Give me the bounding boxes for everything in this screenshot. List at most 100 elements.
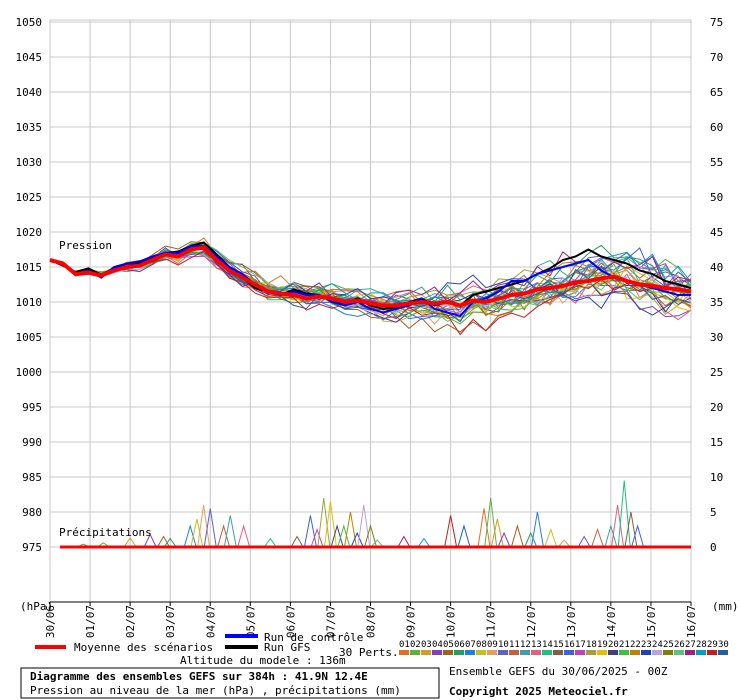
pert-legend-id: 21: [619, 640, 630, 650]
pert-legend-swatch: [454, 650, 464, 655]
precip-spike: [310, 527, 324, 548]
precip-spike: [524, 531, 538, 548]
pert-legend-id: 09: [487, 640, 498, 650]
x-tick-labels: 30/06 01/07 02/07 03/07 04/07 05/07 06/07 07/07…: [44, 605, 698, 638]
y-right-tick-label: 30: [710, 331, 723, 344]
legend-gfs-label: Run GFS: [264, 641, 310, 654]
y-left-tick-label: 980: [22, 506, 42, 519]
precip-spike: [477, 508, 491, 548]
y-right-tick-label: 10: [710, 471, 723, 484]
x-tick-label: 03/07: [164, 605, 177, 638]
pert-legend-swatch: [663, 650, 673, 655]
y-right-tick-label: 25: [710, 366, 723, 379]
mean-series-line: [49, 245, 692, 308]
pert-legend-id: 17: [575, 640, 586, 650]
control-series-line: [49, 245, 691, 318]
x-tick-label: 13/07: [565, 605, 578, 638]
pert-legend-swatch: [630, 650, 640, 655]
pert-legend-swatch: [542, 650, 552, 655]
pert-legend-id: 03: [421, 640, 432, 650]
pert-legend-swatch: [586, 650, 596, 655]
y-right-tick-label: 0: [710, 541, 717, 554]
pert-legend-id: 14: [542, 640, 553, 650]
pert-legend-swatch: [498, 650, 508, 655]
precip-spike: [350, 531, 364, 548]
x-tick-label: 11/07: [485, 605, 498, 638]
precip-spike: [544, 527, 558, 548]
pert-legend-id: 25: [663, 640, 674, 650]
pert-legend-swatch: [410, 650, 420, 655]
precip-spike: [631, 524, 645, 548]
y-right-tick-label: 75: [710, 16, 723, 29]
pert-legend-swatch: [608, 650, 618, 655]
precip-spike: [510, 524, 524, 548]
x-tick-label: 06/07: [284, 605, 297, 638]
precipitation-series: [60, 480, 691, 549]
pert-legend-swatch: [685, 650, 695, 655]
pert-legend-swatch: [476, 650, 486, 655]
pert-legend-id: 01: [399, 640, 410, 650]
y-right-tick-label: 35: [710, 296, 723, 309]
precip-spike: [397, 535, 411, 548]
precip-spike: [497, 531, 511, 548]
y-right-tick-label: 50: [710, 191, 723, 204]
pert-legend-swatch: [443, 650, 453, 655]
precip-spike: [577, 535, 591, 548]
y-left-tick-label: 975: [22, 541, 42, 554]
pert-legend-id: 11: [509, 640, 520, 650]
precip-spike: [323, 501, 337, 548]
pert-legend-swatch: [564, 650, 574, 655]
run-info: Ensemble GEFS du 30/06/2025 - 00Z: [449, 665, 668, 678]
precip-spike: [617, 480, 631, 548]
pressure-label: Pression: [59, 239, 112, 252]
pert-legend-id: 28: [696, 640, 707, 650]
y-left-unit: (hPa): [20, 600, 53, 613]
y-left-tick-label: 995: [22, 401, 42, 414]
precip-label: Précipitations: [59, 526, 152, 539]
pert-legend-id: 24: [652, 640, 663, 650]
y-right-tick-label: 5: [710, 506, 717, 519]
pert-legend-id: 19: [597, 640, 608, 650]
pert-legend-swatch: [531, 650, 541, 655]
precip-spike: [197, 504, 211, 548]
precip-spike: [203, 508, 217, 548]
precip-spike: [303, 515, 317, 548]
pert-legend-id: 20: [608, 640, 619, 650]
y-left-tick-label: 1020: [16, 226, 43, 239]
precip-spike: [143, 533, 157, 548]
y-right-tick-label: 60: [710, 121, 723, 134]
x-tick-label: 10/07: [445, 605, 458, 638]
precip-spike: [604, 524, 618, 548]
pert-legend-id: 26: [674, 640, 685, 650]
perturbation-legend: 01 02 03 04 05 06 07 08 09 10 11 12 13 14 15 16 17 18 19 20…: [399, 640, 729, 655]
pert-legend-id: 18: [586, 640, 597, 650]
precip-spike: [343, 511, 357, 548]
y-left-tick-label: 1040: [16, 86, 43, 99]
pert-legend-id: 16: [564, 640, 575, 650]
pert-legend-id: 23: [641, 640, 652, 650]
x-tick-label: 01/07: [84, 605, 97, 638]
copyright: Copyright 2025 Meteociel.fr: [449, 685, 628, 698]
pert-legend-id: 02: [410, 640, 421, 650]
precip-spike: [624, 511, 638, 548]
x-tick-label: 05/07: [244, 605, 257, 638]
precip-spike: [591, 527, 604, 548]
precip-spike: [357, 504, 371, 548]
precip-spike: [370, 539, 384, 548]
pert-legend-id: 04: [432, 640, 443, 650]
x-tick-label: 15/07: [645, 605, 658, 638]
pert-legend-swatch: [465, 650, 475, 655]
precip-spike: [417, 537, 431, 548]
pert-legend-id: 29: [707, 640, 718, 650]
pert-legend-swatch: [487, 650, 497, 655]
y-right-unit: (mm): [712, 600, 739, 613]
pert-legend-id: 13: [531, 640, 542, 650]
legend-perts-label: 30 Perts.: [339, 646, 399, 659]
precip-spike: [337, 524, 351, 548]
y-right-tick-label: 20: [710, 401, 723, 414]
y-right-tick-label: 65: [710, 86, 723, 99]
precip-spike: [217, 524, 231, 548]
y-left-tick-labels: 1050 1045 1040 1035 1030 1025 1020 1015 1010 1005…: [16, 16, 43, 554]
precip-spike: [183, 524, 197, 548]
precip-spike: [157, 535, 170, 548]
